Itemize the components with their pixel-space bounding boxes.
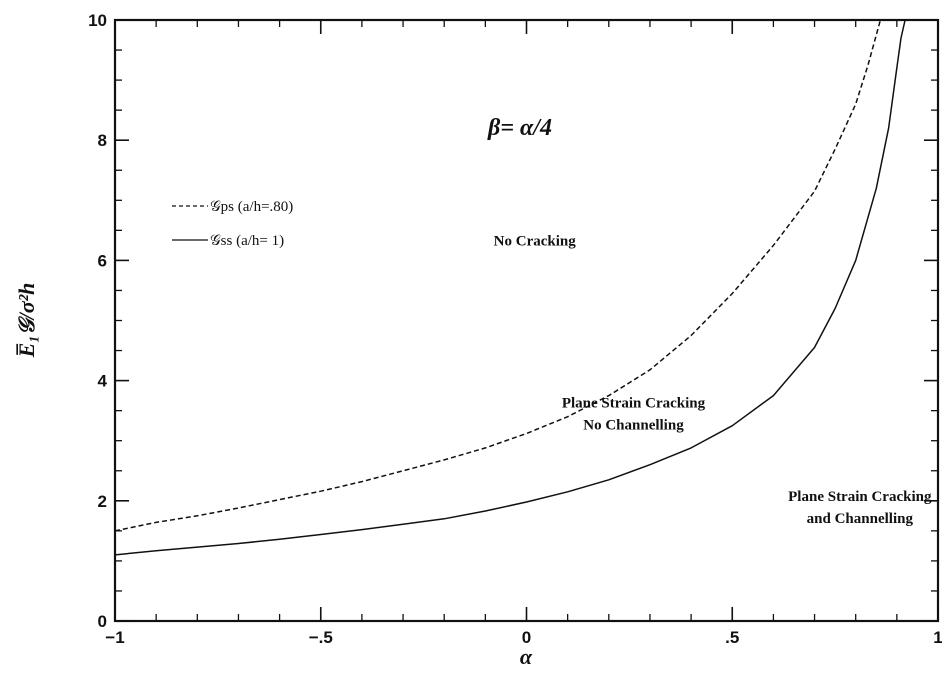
legend: 𝒢ps (a/h=.80) 𝒢ss (a/h= 1) [172, 199, 293, 249]
series-line-ps [114, 19, 882, 532]
region-label: and Channelling [807, 511, 914, 527]
legend-label-ss: 𝒢ss (a/h= 1) [210, 233, 284, 249]
region-label: Plane Strain Cracking [562, 396, 706, 412]
series-group [114, 19, 906, 556]
x-axis-label: α [520, 644, 533, 669]
y-tick-label: 0 [98, 612, 107, 631]
region-label: Plane Strain Cracking [788, 489, 932, 505]
x-tick-label: −.5 [309, 628, 333, 647]
x-tick-label: .5 [725, 628, 739, 647]
y-tick-label: 2 [98, 492, 107, 511]
y-tick-label: 10 [88, 11, 107, 30]
x-tick-label: 0 [522, 628, 531, 647]
plot-frame [113, 18, 940, 623]
region-label-group: No Cracking Plane Strain Cracking No Chann… [494, 233, 932, 526]
legend-label-ps: 𝒢ps (a/h=.80) [210, 199, 293, 215]
series-line-ss [114, 19, 906, 556]
y-tick-label: 4 [98, 372, 108, 391]
y-tick-label: 6 [98, 251, 107, 270]
x-tick-label: 1 [933, 628, 942, 647]
region-label: No Channelling [583, 418, 684, 434]
beta-annotation: β= α/4 [487, 115, 552, 141]
tick-group [114, 19, 939, 622]
y-axis-label: E̅₁𝒢/σ²h [14, 283, 39, 359]
y-tick-label: 8 [98, 131, 107, 150]
region-label: No Cracking [494, 233, 577, 249]
x-tick-label: −1 [105, 628, 124, 647]
